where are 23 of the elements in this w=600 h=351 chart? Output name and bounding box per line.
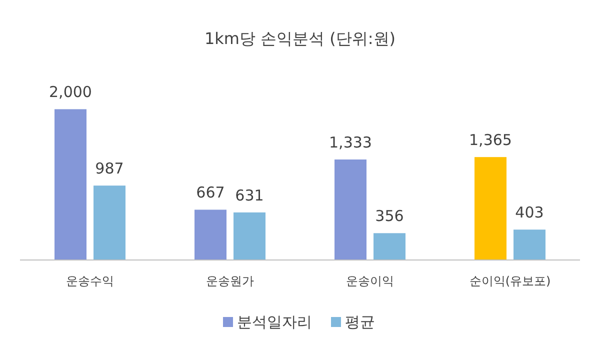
bar (374, 233, 406, 260)
data-label: 987 (95, 160, 124, 178)
bar (94, 186, 126, 260)
data-label: 631 (235, 186, 264, 204)
legend-label: 분석일자리 (237, 313, 312, 331)
data-label: 2,000 (49, 83, 92, 102)
bar (334, 159, 366, 260)
data-label: 356 (375, 207, 404, 226)
bar (54, 109, 86, 260)
data-label: 1,333 (329, 133, 372, 152)
bar (514, 230, 546, 260)
chart-title: 1km당 손익분석 (단위:원) (204, 29, 396, 48)
x-tick-label: 운송이익 (346, 274, 394, 288)
x-tick-label: 운송수익 (66, 274, 114, 288)
data-label: 667 (196, 184, 225, 202)
data-label: 1,365 (469, 131, 512, 150)
data-label: 403 (515, 204, 544, 222)
x-tick-label: 순이익(유보포) (469, 274, 551, 288)
legend-label: 평균 (345, 313, 375, 331)
bar (194, 210, 226, 260)
bar (474, 157, 506, 260)
bar (234, 212, 266, 260)
x-tick-label: 운송원가 (206, 274, 254, 288)
